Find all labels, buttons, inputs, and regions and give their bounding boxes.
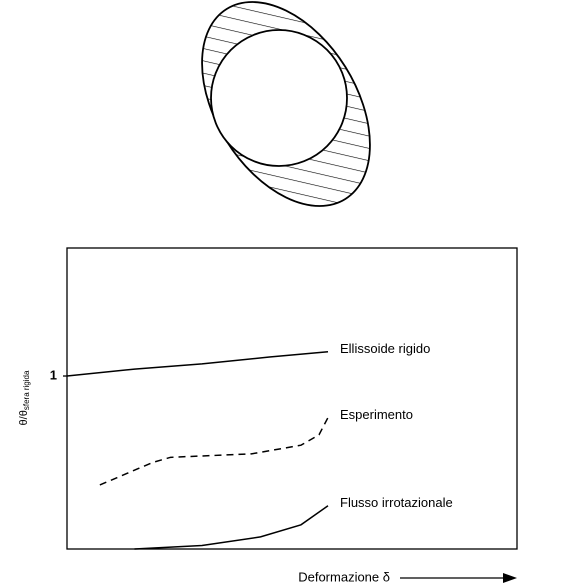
y-axis-label: θ/θsfera rigida: [18, 370, 31, 425]
series-label: Flusso irrotazionale: [340, 495, 453, 510]
x-axis-label: Deformazione δ: [298, 569, 390, 584]
series-line: [99, 417, 329, 486]
y-label-main: θ/θ: [18, 410, 30, 425]
ellipse-diagram: [201, 1, 371, 207]
sphere: [210, 29, 348, 167]
series-line: [66, 351, 329, 377]
plot-frame: [66, 247, 518, 550]
series-label: Ellissoide rigido: [340, 341, 430, 356]
y-tick-label: 1: [50, 367, 57, 382]
y-label-sub: sfera rigida: [22, 370, 31, 410]
series-line: [134, 505, 329, 550]
x-arrow-head: [503, 573, 517, 583]
series-label: Esperimento: [340, 407, 413, 422]
